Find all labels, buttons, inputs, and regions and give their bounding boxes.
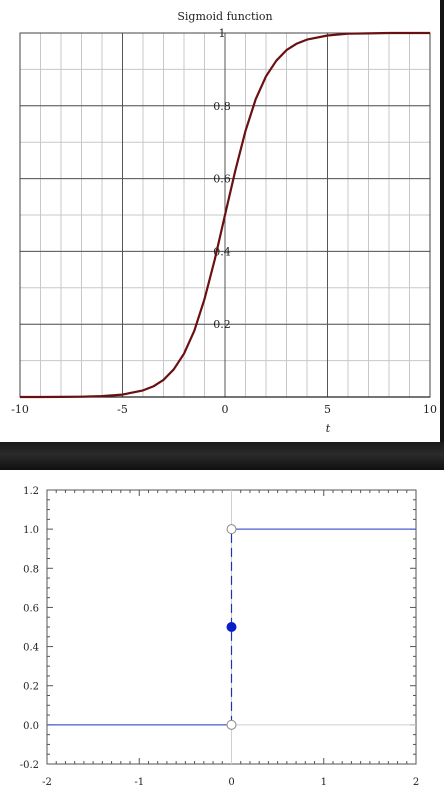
y-tick-label: 0.6 <box>23 603 39 614</box>
step-chart: -2 -1 0 1 2 -0.2 0.0 0.2 0.4 0.6 0.8 1.0 1.2 <box>20 486 419 788</box>
x-tick-label: 0 <box>222 403 229 416</box>
sigmoid-chart-panel: Sigmoid function t -10 -5 0 5 10 0.2 0.4 0.6 0.8… <box>0 0 440 442</box>
y-tick-label: 0.4 <box>23 643 39 654</box>
y-tick-label: 0.2 <box>213 318 231 331</box>
background-band <box>0 442 444 470</box>
x-tick-label: 2 <box>413 777 419 788</box>
sigmoid-curve <box>20 31 430 399</box>
x-tick-label: -1 <box>134 777 144 788</box>
x-tick-label: 5 <box>324 403 331 416</box>
open-point <box>226 719 237 730</box>
x-tick-label: 1 <box>321 777 327 788</box>
x-tick-label: -5 <box>117 403 128 416</box>
y-tick-label: 0.2 <box>23 682 39 693</box>
filled-point <box>226 622 237 632</box>
y-tick-label: 1.2 <box>23 486 39 497</box>
y-tick-label: 0.8 <box>213 100 231 113</box>
x-tick-label: 10 <box>423 403 437 416</box>
y-tick-label: 0.6 <box>213 173 231 186</box>
x-tick-label: -2 <box>42 777 52 788</box>
y-tick-label: 0.4 <box>213 245 231 258</box>
x-tick-label: -10 <box>11 403 29 416</box>
x-tick-label: 0 <box>228 777 234 788</box>
sigmoid-chart: Sigmoid function t -10 -5 0 5 10 0.2 0.4 0.6 0.8… <box>11 10 437 435</box>
y-tick-label: 0.8 <box>23 564 39 575</box>
y-tick-label: -0.2 <box>20 760 39 771</box>
y-tick-label: 1.0 <box>23 525 39 536</box>
y-tick-label: 1 <box>219 27 226 40</box>
open-point <box>226 524 237 535</box>
y-tick-label: 0.0 <box>23 721 39 732</box>
step-chart-panel: -2 -1 0 1 2 -0.2 0.0 0.2 0.4 0.6 0.8 1.0 1.2 <box>0 470 444 805</box>
x-axis-label: t <box>326 422 331 435</box>
chart-title: Sigmoid function <box>177 10 272 23</box>
